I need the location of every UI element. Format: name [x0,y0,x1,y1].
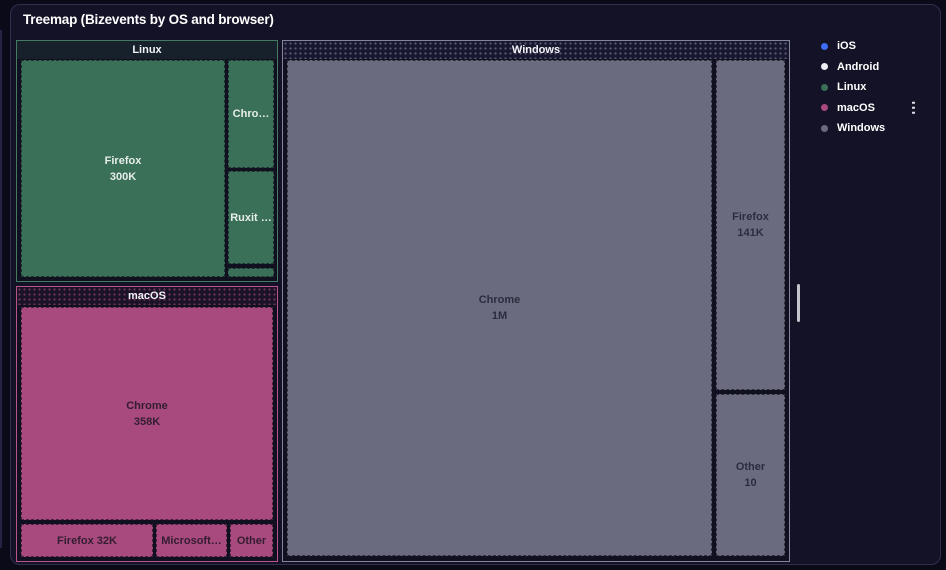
group-header-windows[interactable]: Windows [283,41,789,59]
legend-item-ios[interactable]: iOS [821,36,945,57]
adjacent-panel-edge [0,30,2,548]
group-header-linux[interactable]: Linux [17,41,277,59]
group-body-macos: Chrome 358K Firefox 32K Microsoft… Other [17,305,277,561]
legend-dot-windows-icon [821,124,828,132]
treemap-node-windows-chrome[interactable]: Chrome 1M [287,60,712,556]
legend-item-linux[interactable]: Linux [821,77,945,98]
treemap-node-windows-other[interactable]: Other 10 [716,394,785,556]
node-label: Other [236,534,267,547]
treemap-node-macos-microsoft[interactable]: Microsoft… [156,524,227,557]
legend-dot-macos-icon [821,104,828,112]
node-label: Firefox 32K [57,534,117,547]
scrollbar-thumb[interactable] [797,284,800,322]
node-label: Microsoft… [161,534,222,547]
treemap-tile: Treemap (Bizevents by OS and browser) Li… [10,4,941,565]
legend-item-macos[interactable]: macOS [821,98,945,119]
node-label: Other [735,461,766,473]
legend-label: iOS [837,40,856,53]
node-value: 1M [491,310,508,322]
node-label: Firefox [104,154,142,167]
treemap-node-linux-firefox[interactable]: Firefox 300K [21,60,225,277]
node-value: 358K [133,415,161,428]
treemap-node-linux-ruxit[interactable]: Ruxit … [228,171,274,264]
treemap-group-windows: Windows Chrome 1M Firefox 141K Other 10 [282,40,790,562]
node-value: 300K [109,170,137,183]
treemap-node-macos-other[interactable]: Other [230,524,273,557]
treemap-group-macos: macOS Chrome 358K Firefox 32K Microsoft… [16,286,278,562]
node-label: Chrome [478,294,521,306]
tile-title: Treemap (Bizevents by OS and browser) [23,12,274,27]
chart-legend: iOS Android Linux macOS Windows [821,36,945,139]
node-label: Ruxit … [230,211,272,224]
node-label: Chro… [232,108,270,120]
treemap-node-linux-other[interactable] [228,268,274,277]
node-label: Firefox [732,211,769,223]
node-value: 10 [744,477,757,489]
group-header-macos[interactable]: macOS [17,287,277,305]
legend-dot-ios-icon [821,42,828,50]
treemap-node-macos-chrome[interactable]: Chrome 358K [21,307,273,520]
legend-item-android[interactable]: Android [821,57,945,78]
treemap-node-linux-chrome[interactable]: Chro… [228,60,274,168]
legend-label: Linux [837,81,867,94]
legend-label: Android [837,60,880,73]
treemap-node-windows-firefox[interactable]: Firefox 141K [716,60,785,390]
legend-label: macOS [837,101,875,114]
treemap-node-macos-firefox[interactable]: Firefox 32K [21,524,153,557]
treemap-group-linux: Linux Firefox 300K Chro… Ruxit … [16,40,278,282]
legend-label: Windows [837,122,886,135]
group-body-windows: Chrome 1M Firefox 141K Other 10 [283,59,789,561]
legend-dot-android-icon [821,63,828,71]
node-label: Chrome [126,399,168,412]
legend-item-windows[interactable]: Windows [821,118,945,139]
node-value: 141K [737,227,764,239]
group-body-linux: Firefox 300K Chro… Ruxit … [17,59,277,281]
legend-dot-linux-icon [821,83,828,91]
kebab-menu-icon[interactable] [910,100,917,117]
